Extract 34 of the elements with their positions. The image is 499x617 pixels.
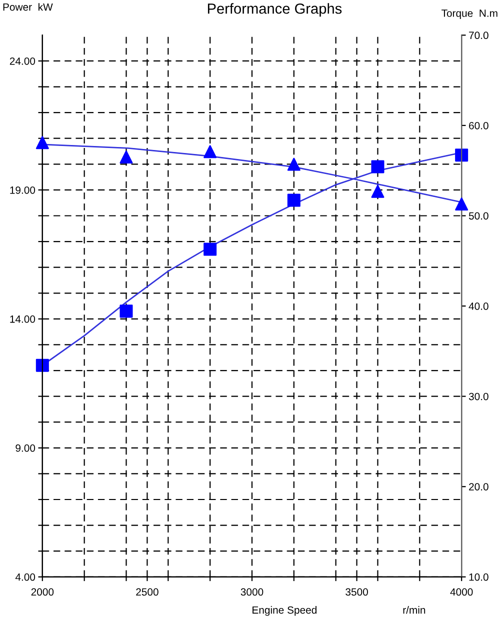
point — [455, 148, 468, 162]
x-tick-label: 3500 — [346, 588, 368, 596]
y2-tick-label: 50.0 — [468, 212, 488, 220]
y-tick-label: 9.00 — [16, 444, 36, 452]
text: r/min — [403, 606, 426, 614]
x-tick-label: 3000 — [240, 588, 264, 596]
point — [36, 358, 49, 372]
y2-axis-title: Torque N.m — [442, 10, 498, 19]
point — [371, 184, 384, 198]
y2-tick-label: 20.0 — [469, 483, 488, 490]
point — [455, 198, 468, 211]
point — [120, 304, 133, 318]
y2-tick-label: 10.0 — [469, 573, 488, 581]
y-tick-label: 14.00 — [10, 315, 36, 323]
point — [204, 145, 217, 158]
point — [287, 158, 300, 171]
point — [287, 194, 300, 207]
chart-title: Performance Graphs — [208, 3, 342, 17]
point — [371, 160, 384, 174]
y2-tick-label: 30.0 — [468, 392, 488, 400]
y-tick-label: 4.00 — [15, 573, 36, 581]
y2-tick-label: 60.0 — [469, 122, 488, 130]
point — [36, 136, 49, 150]
y-tick-label: 19.00 — [10, 186, 36, 194]
y-axis-title: Power kW — [3, 3, 53, 11]
y2-tick-label: 70.0 — [469, 32, 488, 40]
y-tick-label: 24.00 — [10, 57, 36, 65]
y2-tick-label: 40.0 — [468, 302, 488, 310]
point — [204, 242, 217, 256]
x-tick-label: 2500 — [136, 588, 158, 596]
point — [120, 150, 133, 164]
x-tick-label: 4000 — [450, 588, 473, 596]
x-tick-label: 2000 — [31, 588, 54, 596]
x-axis-title: Engine Speed — [252, 606, 316, 616]
